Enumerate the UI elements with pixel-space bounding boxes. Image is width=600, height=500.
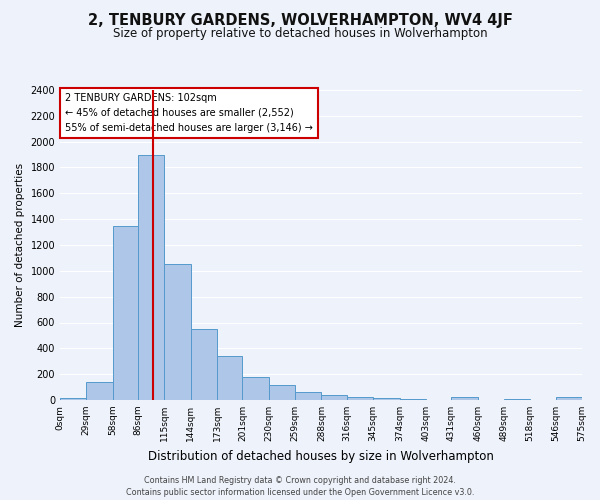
Bar (451, 398, 478, 400)
Bar (164, 264, 191, 400)
Bar (191, 329, 217, 400)
Bar (217, 356, 242, 400)
Bar (138, 154, 164, 400)
Text: 2, TENBURY GARDENS, WOLVERHAMPTON, WV4 4JF: 2, TENBURY GARDENS, WOLVERHAMPTON, WV4 4… (88, 12, 512, 28)
Y-axis label: Number of detached properties: Number of detached properties (15, 163, 25, 327)
X-axis label: Distribution of detached houses by size in Wolverhampton: Distribution of detached houses by size … (148, 450, 494, 462)
Text: Contains HM Land Registry data © Crown copyright and database right 2024.: Contains HM Land Registry data © Crown c… (144, 476, 456, 485)
Text: 2 TENBURY GARDENS: 102sqm
← 45% of detached houses are smaller (2,552)
55% of se: 2 TENBURY GARDENS: 102sqm ← 45% of detac… (65, 93, 313, 132)
Bar (347, 397, 373, 400)
Text: Size of property relative to detached houses in Wolverhampton: Size of property relative to detached ho… (113, 28, 487, 40)
Bar (60, 398, 86, 400)
Text: Contains public sector information licensed under the Open Government Licence v3: Contains public sector information licen… (126, 488, 474, 497)
Bar (242, 377, 269, 400)
Bar (113, 226, 138, 400)
Bar (295, 392, 322, 400)
Bar (322, 396, 347, 400)
Bar (556, 398, 582, 400)
Bar (269, 385, 295, 400)
Bar (373, 398, 400, 400)
Bar (86, 382, 113, 400)
